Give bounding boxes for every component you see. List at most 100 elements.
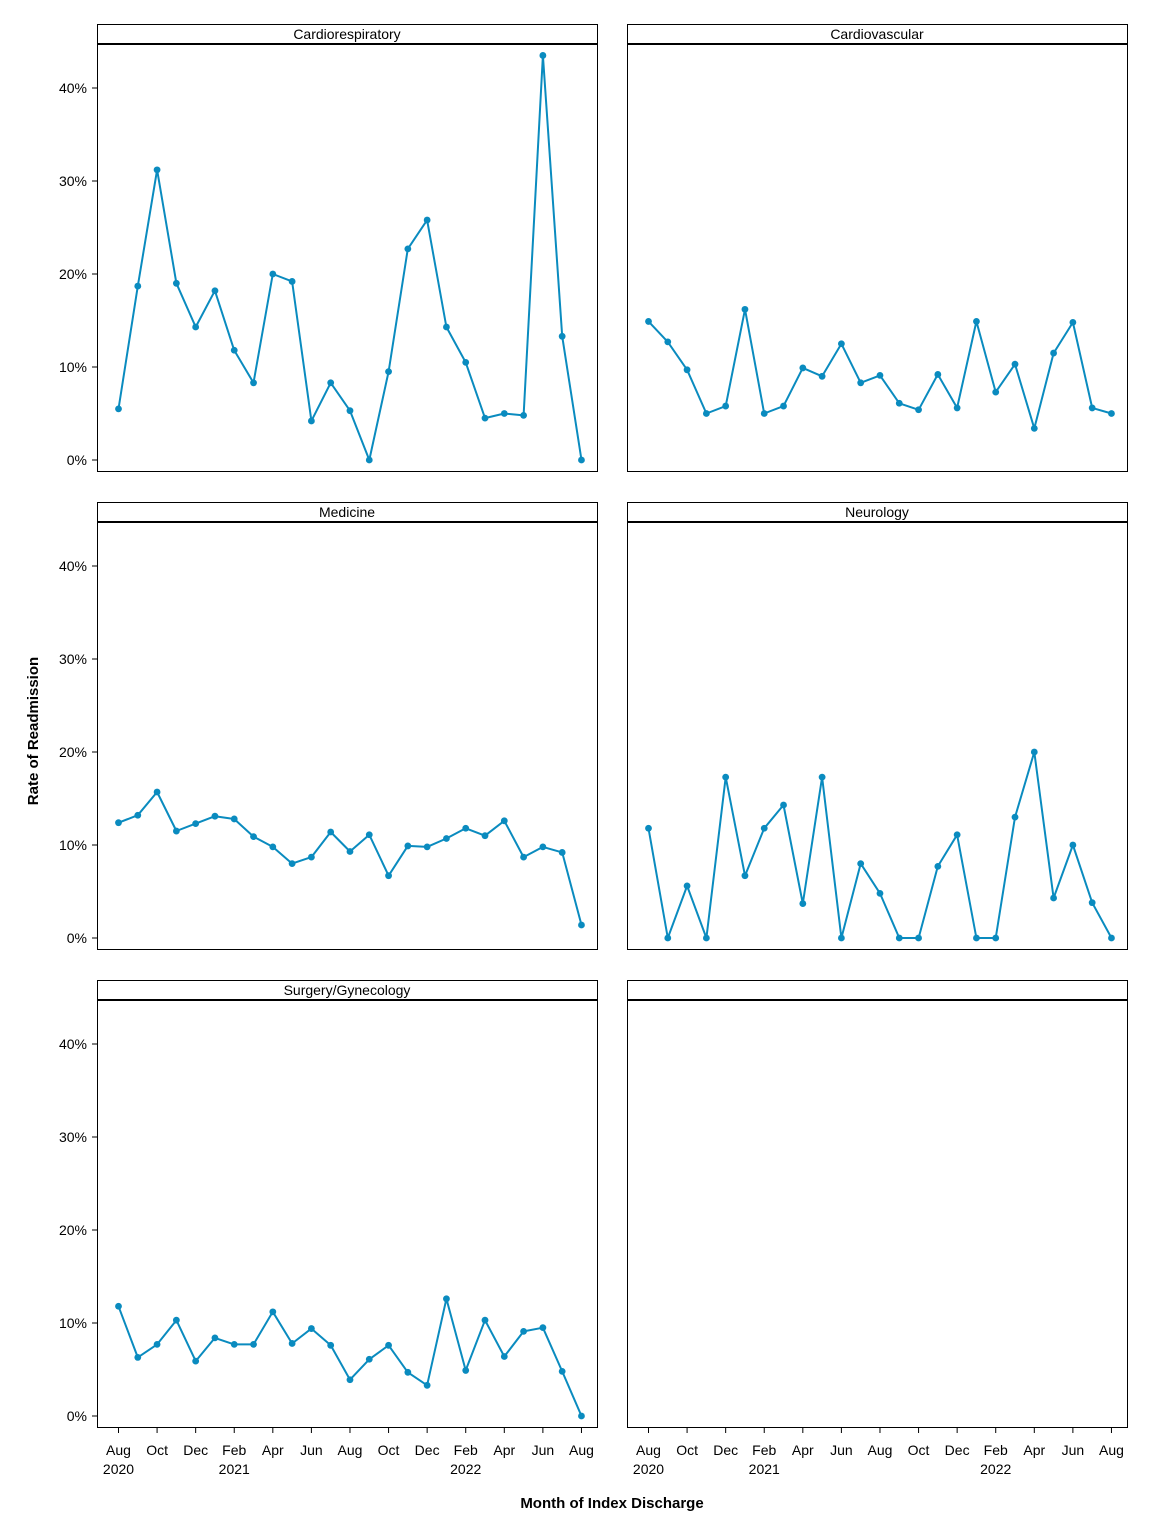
data-point: [799, 364, 807, 372]
data-point: [818, 372, 826, 380]
data-point: [230, 815, 238, 823]
data-point: [172, 827, 180, 835]
data-point: [211, 1334, 219, 1342]
data-point: [520, 1327, 527, 1335]
data-point: [327, 1341, 335, 1349]
x-tick-year-label: 2022: [450, 1461, 481, 1477]
data-point: [500, 410, 508, 417]
x-tick-label: Dec: [945, 1442, 970, 1458]
data-point: [1108, 934, 1115, 942]
data-point: [953, 404, 961, 412]
series-line: [647, 308, 1112, 430]
data-point: [308, 1325, 315, 1332]
data-point: [269, 270, 277, 278]
data-point: [780, 801, 787, 809]
panel-frame: [97, 502, 598, 950]
data-point: [443, 323, 450, 331]
series-line: [117, 54, 583, 461]
data-point: [539, 52, 547, 59]
y-tick-label: 30%: [59, 1129, 87, 1145]
x-tick-label: Jun: [532, 1442, 555, 1458]
y-axis-title: Rate of Readmission: [25, 657, 42, 805]
data-point: [1030, 748, 1038, 756]
panel-title: Cardiovascular: [830, 26, 924, 42]
data-point: [992, 388, 1000, 396]
data-point: [404, 1368, 412, 1376]
data-point: [578, 921, 585, 929]
data-point: [915, 934, 922, 942]
data-point: [558, 332, 566, 340]
data-point: [973, 934, 980, 942]
data-point: [327, 379, 335, 387]
data-point: [115, 1302, 122, 1310]
x-tick-label: Apr: [262, 1442, 284, 1458]
data-point: [115, 819, 122, 827]
data-point: [934, 862, 942, 870]
data-point: [780, 402, 787, 410]
data-point: [702, 410, 710, 417]
x-tick-year-label: 2020: [103, 1461, 134, 1477]
data-point: [269, 843, 277, 851]
data-point: [895, 934, 903, 942]
y-tick-label: 0%: [67, 1408, 87, 1424]
data-point: [1011, 360, 1019, 368]
data-point: [462, 1367, 470, 1374]
x-tick-label: Jun: [300, 1442, 323, 1458]
data-point: [760, 410, 768, 417]
data-point: [857, 379, 865, 387]
data-point: [385, 1341, 392, 1349]
data-point: [578, 1412, 585, 1420]
data-point: [664, 934, 672, 942]
data-point: [192, 323, 200, 331]
data-point: [153, 166, 161, 174]
data-point: [423, 216, 431, 224]
x-tick-label: Oct: [378, 1442, 400, 1458]
data-point: [308, 417, 315, 425]
y-tick-label: 10%: [59, 359, 87, 375]
x-tick-label: Oct: [908, 1442, 930, 1458]
data-point: [115, 405, 122, 413]
x-tick-label: Apr: [1023, 1442, 1045, 1458]
data-point: [172, 279, 180, 287]
data-point: [134, 282, 142, 290]
data-point: [760, 824, 768, 832]
data-point: [288, 278, 296, 285]
data-point: [443, 835, 450, 842]
x-tick-label: Feb: [984, 1442, 1008, 1458]
data-point: [876, 371, 884, 379]
panel-frame: [627, 980, 1128, 1428]
series-line: [117, 1297, 583, 1417]
panel-title: Cardiorespiratory: [293, 26, 400, 42]
x-tick-label: Dec: [415, 1442, 440, 1458]
data-point: [211, 287, 219, 295]
data-point: [346, 407, 354, 415]
data-point: [365, 456, 373, 464]
data-point: [895, 399, 903, 407]
data-point: [250, 379, 257, 387]
data-point: [915, 406, 922, 414]
x-tick-label: Feb: [752, 1442, 776, 1458]
data-point: [838, 340, 845, 348]
panel-frame: [627, 502, 1128, 950]
data-point: [327, 828, 335, 836]
data-point: [250, 833, 257, 841]
data-point: [365, 831, 373, 839]
data-point: [250, 1340, 257, 1348]
data-point: [1050, 349, 1057, 357]
data-point: [520, 411, 527, 419]
x-tick-label: Jun: [830, 1442, 853, 1458]
data-point: [645, 824, 652, 832]
y-tick-label: 20%: [59, 1222, 87, 1238]
data-point: [404, 245, 412, 253]
data-point: [500, 817, 508, 825]
data-point: [404, 842, 412, 850]
y-tick-label: 20%: [59, 744, 87, 760]
data-point: [741, 305, 749, 313]
panel-title: Neurology: [845, 504, 909, 520]
x-tick-label: Aug: [106, 1442, 131, 1458]
x-tick-label: Aug: [1099, 1442, 1124, 1458]
x-tick-year-label: 2021: [219, 1461, 250, 1477]
x-tick-label: Dec: [713, 1442, 738, 1458]
data-point: [1050, 894, 1057, 902]
x-tick-label: Aug: [868, 1442, 893, 1458]
